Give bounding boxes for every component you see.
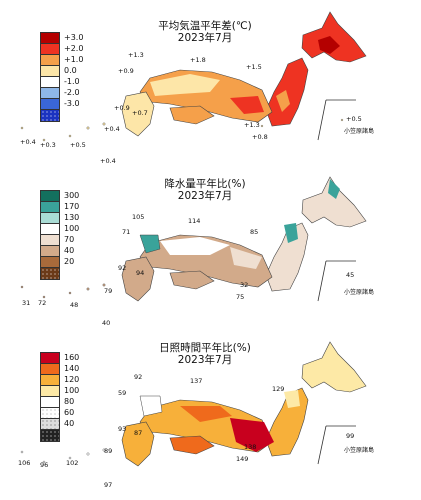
temperature-title: 平均気温平年差(℃) 2023年7月 [158, 20, 252, 44]
temperature-value: +0.9 [114, 104, 130, 112]
legend-label: -1.0 [64, 77, 80, 86]
temperature-value: +1.3 [244, 121, 260, 129]
precipitation-value: 114 [188, 217, 201, 225]
temperature-value: +0.7 [132, 109, 148, 117]
sunshine-value: 129 [272, 385, 285, 393]
temperature-value: +0.4 [100, 157, 116, 165]
temperature-value: +0.9 [118, 67, 134, 75]
legend-label: 20 [64, 257, 75, 266]
sunshine-title: 日照時間平年比(%) 2023年7月 [159, 342, 251, 366]
sunshine-value: 102 [66, 459, 79, 467]
legend-label: 170 [64, 202, 80, 211]
precipitation-value: 71 [122, 228, 131, 236]
ogasawara-label: 小笠原諸島 [344, 289, 375, 296]
precipitation-value: 79 [104, 287, 113, 295]
sunshine-value: 87 [134, 429, 143, 437]
precipitation-value: 32 [240, 281, 249, 289]
ogasawara-label: 小笠原諸島 [344, 447, 375, 454]
legend-label: 40 [64, 246, 75, 255]
legend-label: 160 [64, 353, 80, 362]
sunshine-value: 106 [18, 459, 31, 467]
precipitation-title: 降水量平年比(%) 2023年7月 [164, 178, 246, 202]
temperature-value: +1.5 [246, 63, 262, 71]
precipitation-value: 105 [132, 213, 145, 221]
legend-label: 60 [64, 408, 75, 417]
sunshine-value: 138 [244, 443, 257, 451]
precipitation-value: 75 [236, 293, 245, 301]
precipitation-value: 48 [70, 301, 79, 309]
legend-label: 70 [64, 235, 75, 244]
legend-label: -2.0 [64, 88, 80, 97]
precipitation-value: 40 [102, 319, 111, 327]
sunshine-map [20, 341, 367, 467]
precipitation-value: 92 [118, 264, 127, 272]
sunshine-value: 92 [134, 373, 143, 381]
precipitation-value: 45 [346, 271, 355, 279]
legend-label: 0.0 [64, 66, 77, 75]
temperature-value: +0.8 [252, 133, 268, 141]
legend-label: 120 [64, 375, 80, 384]
legend-label: 140 [64, 364, 80, 373]
temperature-value: +0.4 [20, 138, 36, 146]
legend-label: 80 [64, 397, 75, 406]
ogasawara-label: 小笠原諸島 [344, 128, 375, 135]
temperature-value: +0.3 [40, 141, 56, 149]
precipitation-value: 72 [38, 299, 47, 307]
temperature-value: +0.5 [70, 141, 86, 149]
temperature-value: +0.4 [104, 125, 120, 133]
legend-label: 130 [64, 213, 80, 222]
temperature-value: +0.5 [346, 115, 362, 123]
legend-label: 100 [64, 386, 80, 395]
sunshine-value: 89 [104, 447, 113, 455]
sunshine-value: 59 [118, 389, 127, 397]
sunshine-value: 96 [40, 461, 49, 469]
legend-label: 300 [64, 191, 80, 200]
precipitation-map [20, 176, 367, 302]
sunshine-value: 93 [118, 425, 127, 433]
sunshine-value: 97 [104, 481, 113, 489]
legend-label: +1.0 [64, 55, 84, 64]
legend-label: -3.0 [64, 99, 80, 108]
sunshine-value: 99 [346, 432, 355, 440]
legend-label: +3.0 [64, 33, 84, 42]
precipitation-value: 85 [250, 228, 259, 236]
sunshine-value: 149 [236, 455, 249, 463]
sunshine-value: 137 [190, 377, 203, 385]
temperature-map [20, 11, 367, 142]
precipitation-value: 31 [22, 299, 31, 307]
temperature-value: +1.3 [128, 51, 144, 59]
legend-label: +2.0 [64, 44, 84, 53]
legend-label: 40 [64, 419, 75, 428]
temperature-value: +1.8 [190, 56, 206, 64]
precipitation-value: 94 [136, 269, 145, 277]
legend-label: 100 [64, 224, 80, 233]
